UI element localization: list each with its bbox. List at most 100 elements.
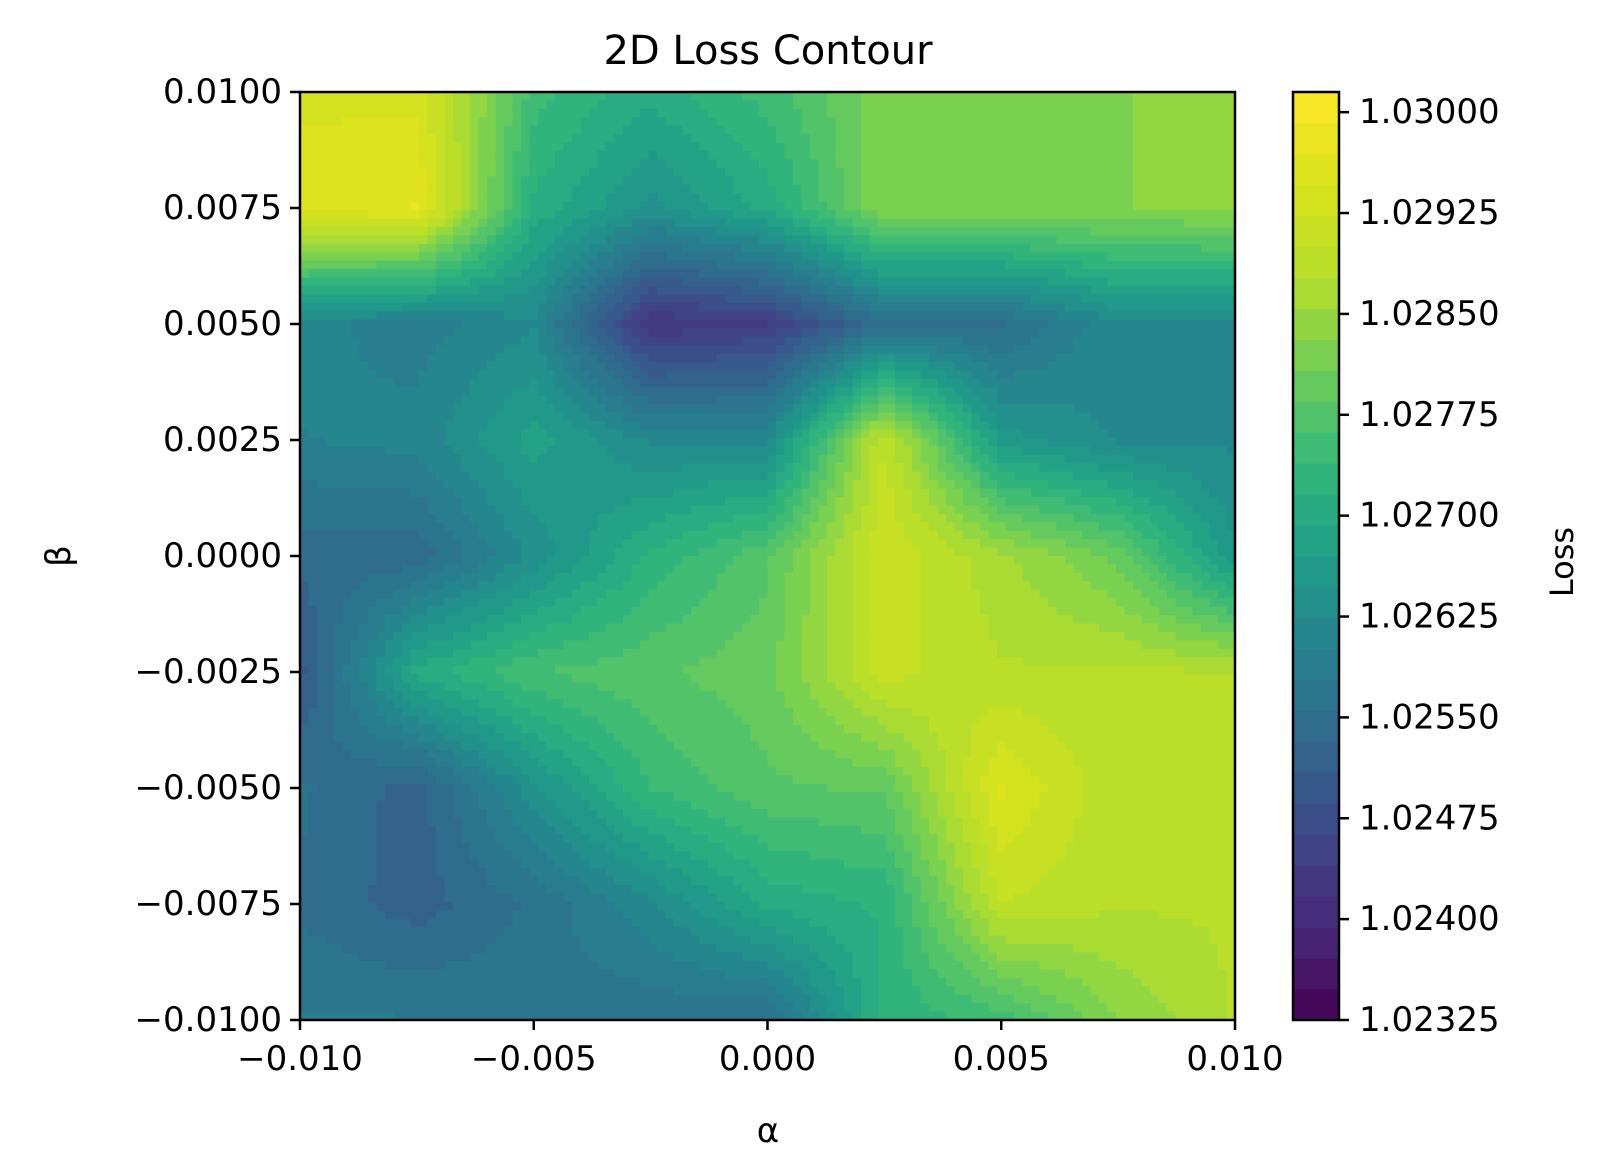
contour-cell: [1099, 167, 1109, 178]
contour-cell: [1150, 412, 1160, 422]
contour-cell: [521, 226, 531, 237]
contour-cell: [1141, 412, 1151, 422]
contour-cell: [648, 134, 658, 144]
contour-cell: [317, 142, 327, 152]
contour-cell: [453, 463, 463, 473]
contour-cell: [478, 345, 488, 355]
contour-cell: [1056, 454, 1066, 464]
contour-cell: [419, 252, 429, 262]
contour-cell: [997, 302, 1007, 313]
contour-cell: [385, 176, 395, 186]
contour-cell: [742, 336, 752, 346]
contour-cell: [1201, 243, 1211, 253]
contour-cell: [1133, 108, 1143, 119]
contour-cell: [1124, 235, 1134, 245]
contour-cell: [725, 193, 735, 203]
contour-cell: [1056, 235, 1066, 245]
contour-cell: [912, 437, 922, 448]
contour-cell: [444, 108, 454, 119]
contour-cell: [716, 134, 726, 144]
contour-cell: [368, 412, 378, 422]
contour-cell: [937, 395, 947, 405]
contour-cell: [342, 167, 352, 178]
contour-cell: [521, 429, 531, 439]
contour-cell: [300, 125, 310, 135]
contour-cell: [835, 429, 845, 439]
contour-cell: [1218, 243, 1228, 253]
contour-cell: [1133, 387, 1143, 397]
contour-cell: [963, 286, 973, 296]
contour-cell: [538, 226, 548, 237]
contour-cell: [988, 395, 998, 405]
contour-cell: [767, 142, 777, 152]
contour-cell: [912, 361, 922, 372]
contour-cell: [691, 412, 701, 422]
contour-cell: [546, 437, 556, 448]
contour-cell: [776, 277, 786, 287]
contour-cell: [682, 269, 692, 279]
contour-cell: [1056, 395, 1066, 405]
contour-cell: [512, 421, 522, 431]
contour-cell: [750, 286, 760, 296]
contour-cell: [1133, 142, 1143, 152]
contour-cell: [393, 125, 403, 135]
contour-cell: [1116, 92, 1126, 102]
contour-cell: [640, 319, 650, 329]
contour-cell: [1065, 454, 1075, 464]
contour-cell: [572, 218, 582, 228]
contour-cell: [954, 201, 964, 211]
contour-cell: [640, 151, 650, 161]
contour-cell: [623, 193, 633, 203]
contour-cell: [920, 421, 930, 431]
contour-cell: [572, 277, 582, 287]
contour-cell: [504, 134, 514, 144]
contour-cell: [427, 92, 437, 102]
contour-cell: [1133, 201, 1143, 211]
contour-cell: [300, 226, 310, 237]
contour-cell: [869, 193, 879, 203]
contour-cell: [784, 395, 794, 405]
contour-cell: [912, 260, 922, 270]
contour-cell: [453, 260, 463, 270]
contour-cell: [920, 412, 930, 422]
contour-cell: [1022, 252, 1032, 262]
contour-cell: [827, 125, 837, 135]
contour-cell: [1048, 404, 1058, 414]
contour-cell: [1048, 235, 1058, 245]
contour-cell: [844, 243, 854, 253]
contour-cell: [759, 125, 769, 135]
contour-cell: [546, 142, 556, 152]
contour-cell: [631, 277, 641, 287]
contour-cell: [861, 260, 871, 270]
contour-cell: [325, 361, 335, 372]
contour-cell: [1201, 92, 1211, 102]
contour-cell: [1175, 125, 1185, 135]
contour-cell: [1167, 353, 1177, 363]
contour-cell: [733, 210, 743, 220]
contour-cell: [784, 134, 794, 144]
contour-cell: [954, 167, 964, 178]
contour-cell: [1184, 176, 1194, 186]
contour-cell: [937, 142, 947, 152]
contour-cell: [674, 437, 684, 448]
contour-cell: [699, 252, 709, 262]
contour-cell: [402, 361, 412, 372]
contour-cell: [393, 201, 403, 211]
contour-cell: [801, 302, 811, 313]
contour-cell: [725, 378, 735, 388]
contour-cell: [1031, 117, 1041, 127]
contour-cell: [946, 125, 956, 135]
contour-cell: [1209, 210, 1219, 220]
contour-cell: [538, 193, 548, 203]
contour-cell: [946, 336, 956, 346]
contour-cell: [436, 437, 446, 448]
contour-cell: [623, 319, 633, 329]
contour-cell: [631, 454, 641, 464]
contour-cell: [682, 353, 692, 363]
contour-cell: [1014, 108, 1024, 119]
contour-cell: [529, 370, 539, 380]
contour-cell: [563, 387, 573, 397]
contour-cell: [852, 395, 862, 405]
contour-cell: [801, 134, 811, 144]
contour-cell: [810, 260, 820, 270]
